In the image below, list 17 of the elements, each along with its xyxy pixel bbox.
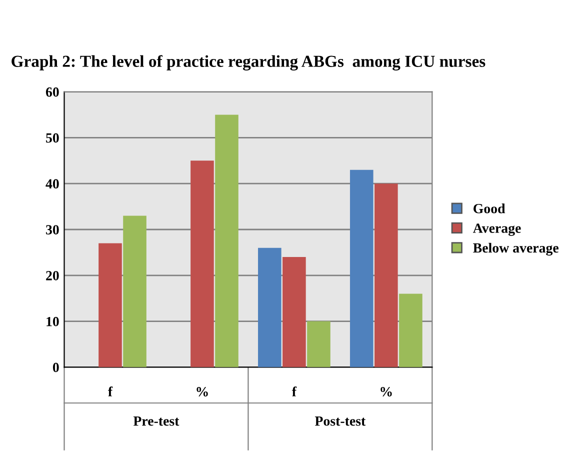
text: Pre-test: [133, 416, 180, 426]
y-tick-label: 50: [46, 133, 59, 143]
y-tick-label: 10: [46, 316, 59, 326]
x-tick-label: f: [292, 386, 297, 396]
x-tick-label: %: [380, 387, 392, 396]
y-tick-label: 30: [46, 225, 59, 234]
x-tick-label: %: [196, 387, 208, 396]
legend-label: Below average: [473, 242, 558, 256]
text: Post-test: [314, 416, 366, 426]
legend-label: Average: [472, 224, 521, 236]
y-tick-label: 0: [52, 362, 59, 372]
chart-title: Graph 2: The level of practice regarding ABGs among ICU nurses: [12, 55, 486, 70]
y-tick-label: 20: [46, 270, 59, 280]
x-tick-label: f: [108, 386, 113, 396]
y-tick-label: 60: [46, 87, 59, 97]
legend-label: Good: [474, 204, 506, 214]
y-tick-label: 40: [46, 179, 59, 189]
